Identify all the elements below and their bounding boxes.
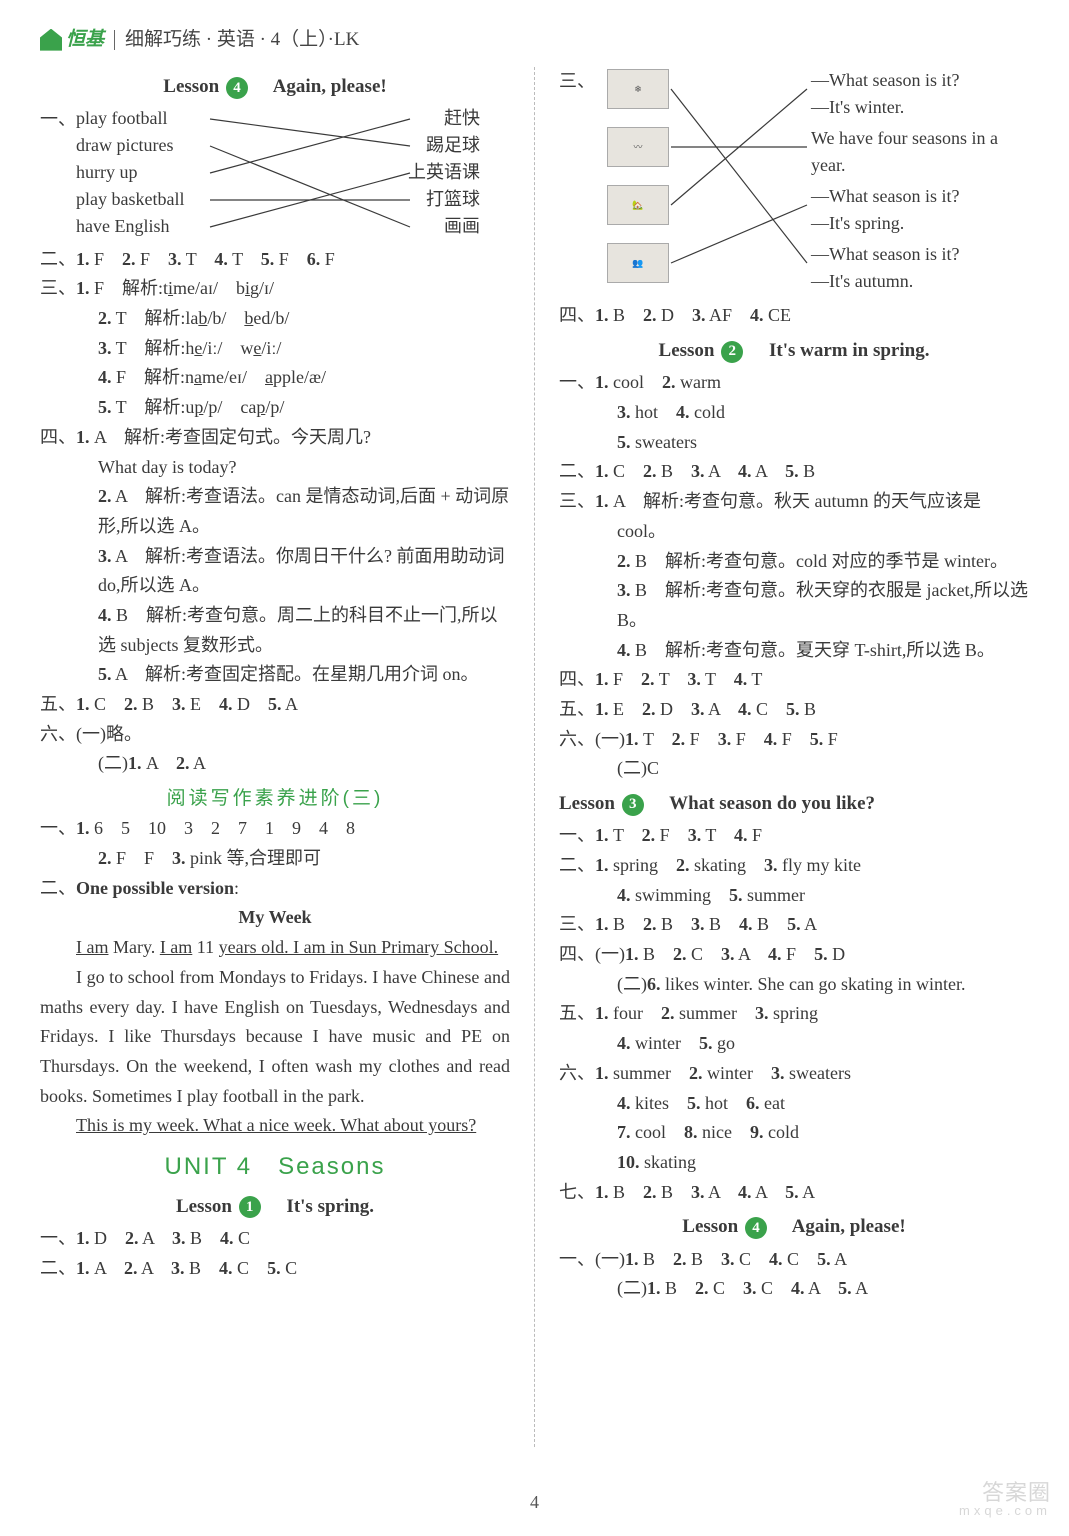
lesson-number-icon: 4 xyxy=(745,1217,767,1239)
l3-sec7-answers: 七、1. B 2. B 3. A 4. A 5. A xyxy=(559,1178,1029,1208)
l2-sec1-line: 一、1. cool 2. warm xyxy=(559,368,1029,398)
l4-line: 一、(一)1. B 2. B 3. C 4. C 5. A xyxy=(559,1245,1029,1275)
section-2-answers: 二、1. F 2. F 3. T 4. T 5. F 6. F xyxy=(40,245,510,275)
lesson4r-title: Lesson 4 Again, please! xyxy=(559,1211,1029,1242)
l3-sec5-line: 4. winter 5. go xyxy=(559,1029,1029,1059)
l3-sec1-answers: 一、1. T 2. F 3. T 4. F xyxy=(559,821,1029,851)
brand-text: 恒基 xyxy=(66,24,104,55)
l2-sec1-line: 3. hot 4. cold xyxy=(559,398,1029,428)
l2-sec6-line: 六、(一)1. T 2. F 3. F 4. F 5. F xyxy=(559,725,1029,755)
section-6-line: (二)1. A 2. A xyxy=(40,749,510,779)
lesson-number-icon: 1 xyxy=(239,1196,261,1218)
l3-sec6-line: 4. kites 5. hot 6. eat xyxy=(559,1089,1029,1119)
matching-exercise: 一、 play football draw pictures hurry up … xyxy=(40,105,510,245)
section-5-answers: 五、1. C 2. B 3. E 4. D 5. A xyxy=(40,690,510,720)
l3-sec2-line: 二、1. spring 2. skating 3. fly my kite xyxy=(559,851,1029,881)
unit-4-heading: UNIT 4 Seasons xyxy=(40,1147,510,1187)
left-column: Lesson 4 Again, please! 一、 play football… xyxy=(40,67,510,1447)
lesson-subtitle: Again, please! xyxy=(792,1216,906,1237)
lesson-prefix: Lesson xyxy=(682,1216,738,1237)
lesson-subtitle: Again, please! xyxy=(273,76,387,97)
logo: 恒基 xyxy=(40,24,104,55)
essay-paragraph: This is my week. What a nice week. What … xyxy=(40,1111,510,1141)
l2-sec3-item: 4. B 解析:考查句意。夏天穿 T-shirt,所以选 B。 xyxy=(559,636,1029,666)
advance-2-heading: 二、One possible version: xyxy=(40,874,510,904)
l3-sec4-line: (二)6. likes winter. She can go skating i… xyxy=(559,970,1029,1000)
essay-paragraph: I am Mary. I am 11 years old. I am in Su… xyxy=(40,933,510,963)
l3-sec4-line: 四、(一)1. B 2. C 3. A 4. F 5. D xyxy=(559,940,1029,970)
lesson-prefix: Lesson xyxy=(559,793,615,814)
l2-sec5-answers: 五、1. E 2. D 3. A 4. C 5. B xyxy=(559,695,1029,725)
l3-sec6-line: 7. cool 8. nice 9. cold xyxy=(559,1118,1029,1148)
reading-writing-heading: 阅读写作素养进阶(三) xyxy=(40,783,510,814)
section-6-line: 六、(一)略。 xyxy=(40,720,510,750)
lesson4-title: Lesson 4 Again, please! xyxy=(40,71,510,102)
l3-sec6-line: 10. skating xyxy=(559,1148,1029,1178)
section-3-item: 三、1. F 解析:time/aɪ/ big/ɪ/ xyxy=(40,274,510,304)
column-separator xyxy=(534,67,535,1447)
l2-sec3-item: 3. B 解析:考查句意。秋天穿的衣服是 jacket,所以选 B。 xyxy=(559,576,1029,635)
lesson-number-icon: 3 xyxy=(622,794,644,816)
match-lines-svg xyxy=(40,105,510,245)
lesson-number-icon: 4 xyxy=(226,77,248,99)
l4-line: (二)1. B 2. C 3. C 4. A 5. A xyxy=(559,1274,1029,1304)
l3-sec3-answers: 三、1. B 2. B 3. B 4. B 5. A xyxy=(559,910,1029,940)
l3-sec5-line: 五、1. four 2. summer 3. spring xyxy=(559,999,1029,1029)
book-logo-icon xyxy=(40,29,62,51)
right-column: 三、 ❄ 〰 🏡 👥 —What season is it?—It's wint… xyxy=(559,67,1029,1447)
lesson-subtitle: It's warm in spring. xyxy=(769,340,929,361)
section-3-item: 3. T 解析:he/iː/ we/iː/ xyxy=(40,334,510,364)
l1-section-2: 二、1. A 2. A 3. B 4. C 5. C xyxy=(40,1254,510,1284)
l2-sec3-item: 2. B 解析:考查句意。cold 对应的季节是 winter。 xyxy=(559,547,1029,577)
section-4-item: What day is today? xyxy=(40,453,510,483)
picture-match-lines-svg xyxy=(559,67,1029,297)
page-number: 4 xyxy=(0,1488,1069,1518)
watermark: 答案圈 mxqe.com xyxy=(959,1481,1051,1518)
lesson-prefix: Lesson xyxy=(176,1196,232,1217)
section-3-item: 2. T 解析:lab/b/ bed/b/ xyxy=(40,304,510,334)
lesson-prefix: Lesson xyxy=(659,340,715,361)
section-4-item: 2. A 解析:考查语法。can 是情态动词,后面 + 动词原形,所以选 A。 xyxy=(40,482,510,541)
l2-sec1-line: 5. sweaters xyxy=(559,428,1029,458)
lesson-subtitle: What season do you like? xyxy=(669,793,875,814)
section-4-answers: 四、1. B 2. D 3. AF 4. CE xyxy=(559,301,1029,331)
lesson3-title: Lesson 3 What season do you like? xyxy=(559,788,1029,819)
l3-sec2-line: 4. swimming 5. summer xyxy=(559,881,1029,911)
essay-block: My Week I am Mary. I am 11 years old. I … xyxy=(40,903,510,1141)
section-3-item: 5. T 解析:up/p/ cap/p/ xyxy=(40,393,510,423)
page-header: 恒基 细解巧练 · 英语 · 4（上）·LK xyxy=(40,24,1029,55)
l1-section-1: 一、1. D 2. A 3. B 4. C xyxy=(40,1224,510,1254)
picture-match-exercise: 三、 ❄ 〰 🏡 👥 —What season is it?—It's wint… xyxy=(559,67,1029,297)
watermark-line1: 答案圈 xyxy=(959,1481,1051,1504)
page-columns: Lesson 4 Again, please! 一、 play football… xyxy=(40,67,1029,1447)
section-4-item: 四、1. A 解析:考查固定句式。今天周几? xyxy=(40,423,510,453)
series-title: 细解巧练 · 英语 · 4（上）·LK xyxy=(125,24,359,55)
lesson2-title: Lesson 2 It's warm in spring. xyxy=(559,335,1029,366)
header-divider xyxy=(114,30,115,50)
advance-1-line: 一、1. 6 5 10 3 2 7 1 9 4 8 xyxy=(40,814,510,844)
l2-sec2-answers: 二、1. C 2. B 3. A 4. A 5. B xyxy=(559,457,1029,487)
lesson-subtitle: It's spring. xyxy=(286,1196,374,1217)
l3-sec6-line: 六、1. summer 2. winter 3. sweaters xyxy=(559,1059,1029,1089)
section-4-item: 5. A 解析:考查固定搭配。在星期几用介词 on。 xyxy=(40,660,510,690)
lesson-prefix: Lesson xyxy=(163,76,219,97)
watermark-line2: mxqe.com xyxy=(959,1504,1051,1518)
section-3-item: 4. F 解析:name/eɪ/ apple/æ/ xyxy=(40,363,510,393)
lesson1-title: Lesson 1 It's spring. xyxy=(40,1191,510,1222)
section-4-item: 3. A 解析:考查语法。你周日干什么? 前面用助动词 do,所以选 A。 xyxy=(40,542,510,601)
l2-sec4-answers: 四、1. F 2. T 3. T 4. T xyxy=(559,665,1029,695)
essay-title: My Week xyxy=(40,903,510,933)
l2-sec6-line: (二)C xyxy=(559,754,1029,784)
essay-paragraph: I go to school from Mondays to Fridays. … xyxy=(40,963,510,1111)
l2-sec3-item: 三、1. A 解析:考查句意。秋天 autumn 的天气应该是 cool。 xyxy=(559,487,1029,546)
lesson-number-icon: 2 xyxy=(721,341,743,363)
advance-1-line: 2. F F 3. pink 等,合理即可 xyxy=(40,844,510,874)
section-4-item: 4. B 解析:考查句意。周二上的科目不止一门,所以选 subjects 复数形… xyxy=(40,601,510,660)
